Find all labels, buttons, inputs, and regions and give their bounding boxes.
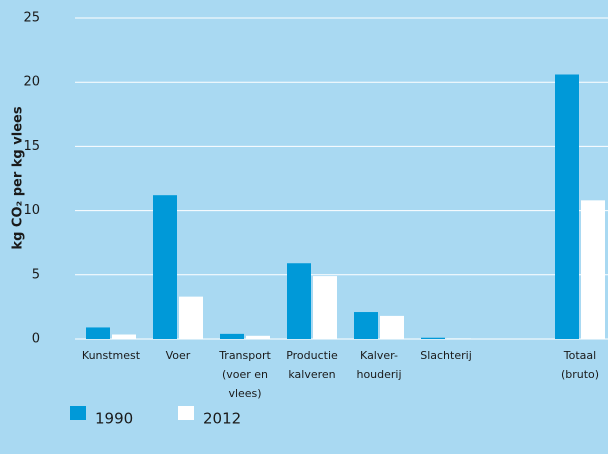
bar [220,333,244,339]
x-tick-label: Totaal [563,349,596,362]
x-tick-label: Productie [286,349,338,362]
x-tick-label: (bruto) [561,368,599,381]
x-tick-label: Transport [218,349,271,362]
bar [246,335,270,339]
y-tick-label: 5 [32,267,40,282]
x-tick-label: Kalver- [360,349,398,362]
x-tick-label: vlees) [228,387,261,400]
bar [447,338,471,339]
x-tick-label: kalveren [288,368,335,381]
y-tick-label: 10 [23,203,40,218]
y-tick-label: 20 [23,75,40,90]
x-tick-label: houderij [356,368,401,381]
legend-swatch [70,406,86,420]
legend-label: 1990 [95,410,133,428]
bar [153,195,177,339]
bar [581,200,605,339]
bar [179,296,203,339]
y-axis-label: kg CO₂ per kg vlees [11,106,26,249]
bar [287,263,311,339]
bar [380,315,404,339]
bar [86,327,110,339]
bar [313,276,337,339]
legend-swatch [178,406,194,420]
x-tick-label: Kunstmest [82,349,141,362]
x-tick-label: (voer en [222,368,268,381]
x-tick-label: Voer [166,349,191,362]
y-tick-label: 25 [23,11,40,26]
y-tick-label: 0 [32,332,40,347]
bar [555,74,579,339]
bar [112,334,136,339]
bar [354,312,378,339]
y-tick-label: 15 [23,139,40,154]
bar [421,337,445,339]
legend-label: 2012 [203,410,241,428]
x-tick-label: Slachterij [420,349,472,362]
